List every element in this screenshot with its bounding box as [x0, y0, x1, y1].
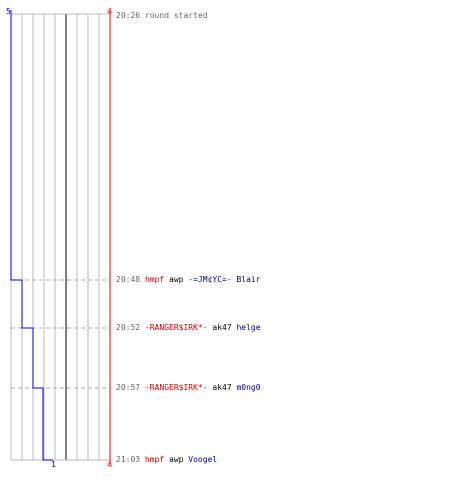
grid-lines: [10, 13, 110, 461]
event-killer: -RANGER$IRK*-: [144, 323, 208, 332]
event-line-kill: 20:57 -RANGER$IRK*- ak47 m0ng0: [116, 383, 261, 393]
bottom-right-label: 4: [107, 460, 112, 469]
event-victim: helge: [236, 323, 261, 332]
series-blue-line: [10, 10, 53, 461]
right-top-label: 4: [107, 7, 112, 16]
event-victim: m0ng0: [236, 383, 261, 392]
event-time: 20:26: [116, 11, 141, 20]
event-line-kill: 20:52 -RANGER$IRK*- ak47 helge: [116, 323, 261, 333]
event-killer: -RANGER$IRK*-: [144, 383, 208, 392]
event-weapon: ak47: [212, 383, 232, 392]
bottom-left-label: 1: [51, 460, 56, 469]
event-time: 20:57: [116, 383, 141, 392]
event-time: 20:48: [116, 275, 141, 284]
event-weapon: ak47: [212, 323, 232, 332]
event-line-kill: 21:03 hmpf awp Voogel: [116, 455, 217, 465]
event-weapon: awp: [169, 455, 184, 464]
event-victim: Voogel: [188, 455, 218, 464]
event-line-round-start: 20:26 round started: [116, 11, 208, 21]
event-time: 20:52: [116, 323, 141, 332]
event-weapon: awp: [169, 275, 184, 284]
event-time: 21:03: [116, 455, 141, 464]
event-killer: hmpf: [144, 275, 165, 284]
series-lines: [10, 10, 111, 464]
event-killer: hmpf: [144, 455, 165, 464]
left-top-label: 5: [6, 7, 11, 16]
event-text: round started: [144, 11, 208, 20]
event-dash-lines: [11, 279, 110, 389]
event-line-kill: 20:48 hmpf awp -=JM¢YC=- Blair: [116, 275, 261, 285]
event-victim: -=JM¢YC=- Blair: [188, 275, 261, 284]
